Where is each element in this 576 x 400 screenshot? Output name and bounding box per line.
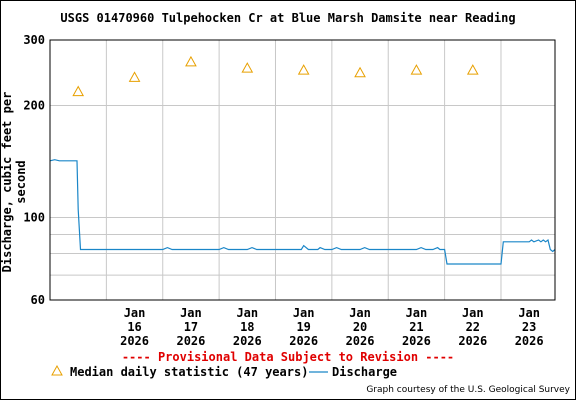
median-point-6: [410, 64, 423, 75]
provisional-note: ---- Provisional Data Subject to Revisio…: [121, 350, 455, 364]
y-tick-label: 300: [23, 33, 45, 47]
x-tick-label: Jan: [406, 306, 428, 320]
x-tick-label: Jan: [124, 306, 146, 320]
legend-discharge-label: Discharge: [332, 365, 398, 379]
x-tick-label: 2026: [515, 334, 544, 348]
x-tick-label: 2026: [346, 334, 375, 348]
x-tick-label: 2026: [233, 334, 262, 348]
x-tick-label: 23: [522, 320, 536, 334]
x-tick-label: 19: [296, 320, 310, 334]
median-point-7: [466, 64, 479, 75]
x-tick-label: 22: [466, 320, 480, 334]
x-tick-label: Jan: [180, 306, 202, 320]
median-point-2: [185, 55, 197, 67]
y-tick-label: 100: [23, 210, 45, 224]
x-tick-label: Jan: [518, 306, 540, 320]
chart-title: USGS 01470960 Tulpehocken Cr at Blue Mar…: [60, 11, 516, 25]
median-point-5: [354, 66, 366, 78]
x-tick-label: Jan: [236, 306, 258, 320]
legend-layer: [51, 364, 328, 376]
x-tick-label: 18: [240, 320, 254, 334]
y-tick-label: 200: [23, 99, 45, 113]
x-tick-label: Jan: [293, 306, 315, 320]
x-tick-label: 2026: [176, 334, 205, 348]
y-tick-label: 60: [31, 293, 45, 307]
x-tick-label: 2026: [402, 334, 431, 348]
series-layer: [49, 55, 556, 265]
x-tick-label: Jan: [462, 306, 484, 320]
credit-text: Graph courtesy of the U.S. Geological Su…: [366, 385, 570, 395]
plot-border: [49, 39, 556, 301]
x-tick-label: Jan: [349, 306, 371, 320]
median-point-1: [128, 71, 141, 82]
x-tick-label: 2026: [120, 334, 149, 348]
median-point-0: [72, 85, 85, 97]
x-tick-label: 17: [184, 320, 198, 334]
x-tick-label: 2026: [458, 334, 487, 348]
x-tick-label: 21: [409, 320, 423, 334]
x-tick-label: 16: [127, 320, 141, 334]
grid-layer: [50, 39, 555, 301]
median-point-3: [241, 62, 254, 73]
x-tick-label: 20: [353, 320, 367, 334]
legend-median-label: Median daily statistic (47 years): [70, 365, 309, 379]
axis-layer: 60100200300Jan162026Jan172026Jan182026Ja…: [23, 33, 543, 348]
median-point-4: [297, 64, 310, 75]
legend-median-marker: [51, 364, 63, 376]
x-tick-label: 2026: [289, 334, 318, 348]
discharge-line: [49, 159, 556, 265]
